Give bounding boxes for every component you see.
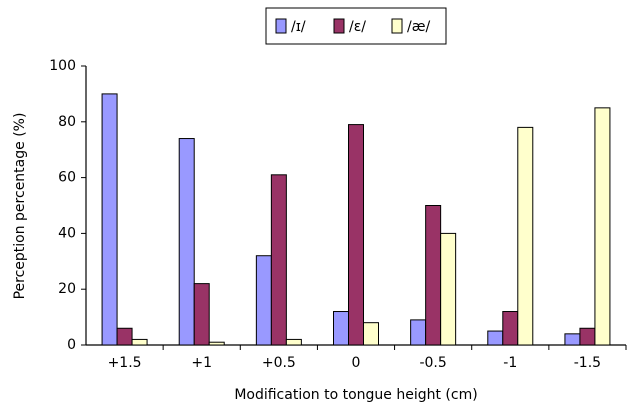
x-tick-label: -1.5: [574, 355, 601, 371]
legend-swatch: [391, 18, 403, 34]
x-tick-label: -0.5: [419, 355, 446, 371]
bar: [285, 338, 302, 346]
bar: [517, 126, 534, 346]
legend-label: /æ/: [407, 19, 430, 35]
y-tick-label: 20: [58, 281, 76, 297]
x-tick-label: -1: [503, 355, 517, 371]
bar: [116, 327, 133, 346]
bar: [255, 255, 272, 346]
bar: [193, 283, 210, 346]
y-tick-label: 40: [58, 225, 76, 241]
bar: [101, 93, 118, 346]
x-tick-label: +1.5: [108, 355, 142, 371]
legend-label: /ɛ/: [349, 19, 366, 35]
bar: [363, 322, 379, 346]
legend-swatch: [333, 18, 345, 34]
bar: [594, 107, 611, 346]
bar: [440, 232, 457, 346]
x-tick-label: 0: [352, 355, 361, 371]
x-tick-label: +1: [191, 355, 212, 371]
bar: [487, 330, 504, 346]
legend-label: /ɪ/: [291, 19, 306, 35]
x-axis-label: Modification to tongue height (cm): [234, 387, 477, 403]
bar: [131, 338, 148, 346]
y-tick-label: 100: [49, 58, 76, 74]
bar: [502, 311, 519, 346]
y-axis-label: Perception percentage (%): [12, 113, 28, 300]
bar: [178, 138, 195, 346]
bar: [333, 311, 349, 346]
legend-swatch: [275, 18, 287, 34]
x-tick-label: +0.5: [262, 355, 296, 371]
bar: [564, 333, 581, 346]
bar: [425, 205, 442, 346]
y-tick-label: 60: [58, 170, 76, 186]
bar: [270, 174, 287, 346]
y-tick-label: 0: [67, 337, 76, 353]
bar: [348, 124, 364, 346]
legend-box: [265, 7, 447, 45]
bar: [208, 341, 225, 346]
y-tick-label: 80: [58, 114, 76, 130]
bar: [579, 327, 596, 346]
bar: [410, 319, 427, 346]
